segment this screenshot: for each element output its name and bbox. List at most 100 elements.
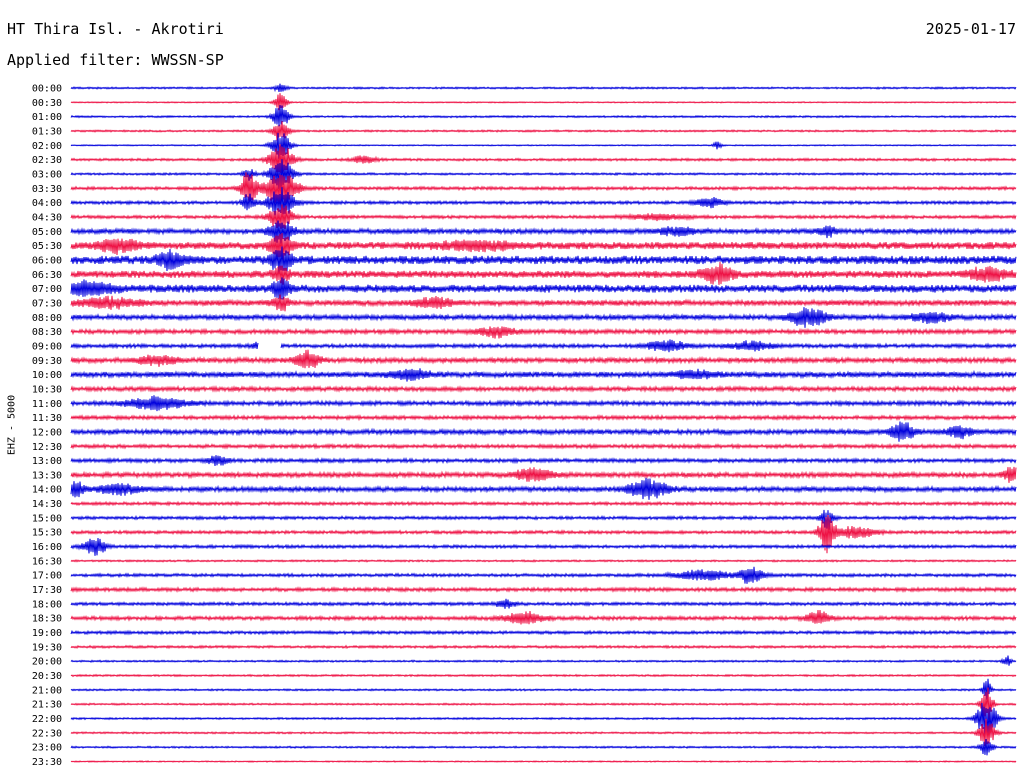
time-tick-label: 17:00	[32, 571, 62, 582]
trace-line	[70, 395, 1017, 412]
trace-line	[70, 702, 1017, 737]
time-tick-label: 06:00	[32, 255, 62, 266]
trace-line	[70, 277, 1017, 300]
trace-line	[70, 384, 1017, 393]
time-tick-label: 18:30	[32, 614, 62, 625]
trace-line	[70, 187, 1017, 216]
trace-line	[70, 718, 1017, 747]
time-tick-label: 02:30	[32, 155, 62, 166]
time-tick-label: 06:30	[32, 270, 62, 281]
trace-line	[70, 509, 1017, 530]
filter-label: Applied filter: WWSSN-SP	[7, 51, 224, 69]
time-tick-label: 03:00	[32, 169, 62, 180]
trace-line	[70, 673, 1017, 678]
trace-line	[70, 644, 1017, 650]
trace-line	[70, 326, 1017, 339]
trace-line	[70, 609, 1017, 625]
time-tick-label: 21:30	[32, 700, 62, 711]
trace-line	[70, 421, 1017, 442]
trace-line	[70, 307, 1017, 328]
time-tick-label: 09:30	[32, 356, 62, 367]
trace-line	[70, 678, 1017, 700]
trace-line	[70, 585, 1017, 594]
trace-line	[70, 349, 1017, 369]
trace-line	[70, 93, 1017, 111]
time-tick-label: 11:30	[32, 413, 62, 424]
time-tick-label: 07:00	[32, 284, 62, 295]
time-tick-label: 04:00	[32, 198, 62, 209]
time-tick-label: 23:00	[32, 743, 62, 754]
time-tick-label: 19:00	[32, 628, 62, 639]
time-tick-label: 17:30	[32, 585, 62, 596]
time-tick-label: 19:30	[32, 642, 62, 653]
time-tick-label: 05:00	[32, 227, 62, 238]
time-tick-label: 02:00	[32, 141, 62, 152]
time-tick-label: 14:00	[32, 485, 62, 496]
time-tick-label: 20:00	[32, 657, 62, 668]
time-tick-label: 22:30	[32, 728, 62, 739]
time-tick-label: 16:00	[32, 542, 62, 553]
time-tick-label: 07:30	[32, 298, 62, 309]
trace-line	[70, 132, 1017, 159]
time-tick-label: 18:00	[32, 599, 62, 610]
trace-line	[70, 172, 1017, 206]
trace-line	[70, 204, 1017, 229]
trace-line	[70, 466, 1017, 483]
trace-line	[70, 738, 1017, 756]
time-tick-label: 22:00	[32, 714, 62, 725]
time-tick-label: 15:30	[32, 528, 62, 539]
time-tick-label: 11:00	[32, 399, 62, 410]
trace-line	[70, 566, 1017, 584]
time-tick-label: 05:30	[32, 241, 62, 252]
time-tick-label: 12:00	[32, 427, 62, 438]
trace-line	[70, 261, 1017, 285]
time-tick-label: 08:00	[32, 313, 62, 324]
trace-line	[70, 598, 1017, 609]
time-tick-label: 00:30	[32, 98, 62, 109]
time-tick-label: 21:00	[32, 685, 62, 696]
trace-line	[70, 144, 1017, 173]
time-tick-label: 01:30	[32, 126, 62, 137]
time-tick-label: 14:30	[32, 499, 62, 510]
trace-line	[70, 159, 1017, 190]
trace-line	[70, 233, 1017, 261]
trace-line	[70, 414, 1017, 422]
trace-line	[70, 500, 1017, 507]
time-tick-label: 09:00	[32, 341, 62, 352]
trace-line	[70, 537, 1017, 556]
time-tick-label: 10:00	[32, 370, 62, 381]
trace-line	[70, 121, 1017, 141]
time-tick-label: 15:00	[32, 513, 62, 524]
trace-line	[70, 339, 1017, 353]
time-tick-label: 00:00	[32, 84, 62, 95]
record-date: 2025-01-17	[925, 20, 1016, 38]
time-tick-label: 23:30	[32, 757, 62, 768]
time-tick-label: 10:30	[32, 384, 62, 395]
trace-line	[70, 629, 1017, 636]
time-tick-label: 13:30	[32, 470, 62, 481]
trace-line	[70, 655, 1017, 666]
time-tick-label: 13:00	[32, 456, 62, 467]
trace-line	[70, 105, 1017, 127]
trace-line	[70, 687, 1017, 720]
trace-line	[70, 368, 1017, 382]
trace-line	[70, 83, 1017, 93]
time-tick-label: 01:00	[32, 112, 62, 123]
trace-line	[70, 455, 1017, 466]
trace-line	[70, 442, 1017, 450]
time-tick-label: 08:30	[32, 327, 62, 338]
time-tick-label: 03:30	[32, 184, 62, 195]
trace-line	[70, 294, 1017, 312]
time-tick-label: 12:30	[32, 442, 62, 453]
trace-line	[70, 760, 1017, 763]
trace-line	[70, 246, 1017, 274]
trace-line	[70, 477, 1017, 500]
time-tick-label: 16:30	[32, 556, 62, 567]
trace-line	[70, 514, 1017, 554]
time-tick-label: 20:30	[32, 671, 62, 682]
trace-line	[70, 220, 1017, 244]
station-title: HT Thira Isl. - Akrotiri	[7, 20, 224, 38]
trace-line	[70, 558, 1017, 563]
time-tick-label: 04:30	[32, 212, 62, 223]
